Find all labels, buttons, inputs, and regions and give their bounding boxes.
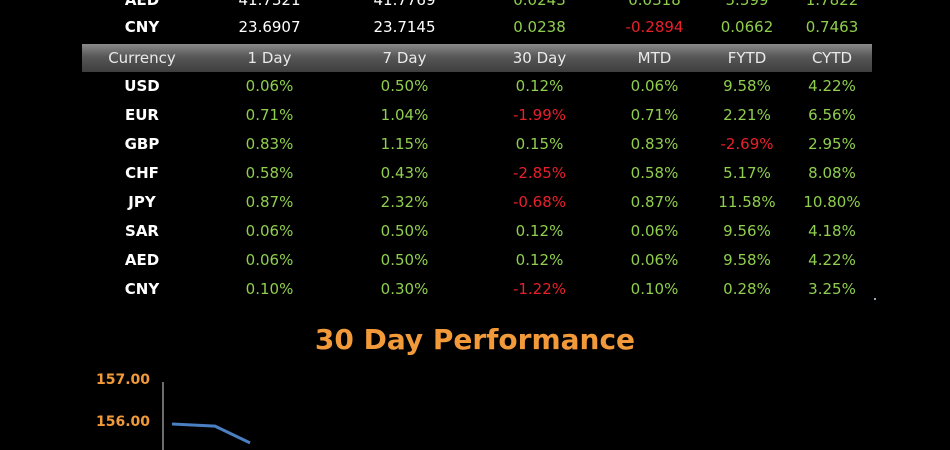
currency-code: AED xyxy=(124,251,160,269)
percent-value: 0.58% xyxy=(245,164,294,182)
percent-value: 11.58% xyxy=(718,193,776,211)
percent-value: 1.15% xyxy=(380,135,429,153)
summary-value: 0.0243 xyxy=(513,0,566,9)
percent-value: 0.58% xyxy=(630,164,679,182)
header-cytd: CYTD xyxy=(811,49,853,67)
percent-value: 0.12% xyxy=(515,222,564,240)
currency-code: SAR xyxy=(125,222,159,240)
percent-value: 0.43% xyxy=(380,164,429,182)
percent-value: 0.71% xyxy=(630,106,679,124)
table-row: CNY 0.10% 0.30% -1.22% 0.10% 0.28% 3.25% xyxy=(82,275,872,303)
table-header: Currency 1 Day 7 Day 30 Day MTD FYTD CYT… xyxy=(82,44,872,72)
percent-value: 0.06% xyxy=(630,222,679,240)
table-row: SAR 0.06% 0.50% 0.12% 0.06% 9.56% 4.18% xyxy=(82,217,872,245)
percent-value: 0.83% xyxy=(630,135,679,153)
series-line xyxy=(171,422,251,445)
header-currency: Currency xyxy=(108,49,176,67)
percent-value: 1.04% xyxy=(380,106,429,124)
summary-value: 1.7822 xyxy=(805,0,859,9)
percent-value: 0.28% xyxy=(723,280,771,298)
decorative-dot xyxy=(874,298,876,300)
percent-value: -0.68% xyxy=(512,193,567,211)
table-row: CHF 0.58% 0.43% -2.85% 0.58% 5.17% 8.08% xyxy=(82,159,872,187)
percent-value: 0.50% xyxy=(380,77,429,95)
percent-value: 2.95% xyxy=(808,135,856,153)
currency-code: EUR xyxy=(125,106,159,124)
percent-value: 0.50% xyxy=(380,251,429,269)
summary-row: AED 41.7321 41.7769 0.0243 0.0318 5.599 1.7822 xyxy=(82,0,872,14)
table-row: JPY 0.87% 2.32% -0.68% 0.87% 11.58% 10.80% xyxy=(82,188,872,216)
percent-value: 0.50% xyxy=(380,222,429,240)
percent-value: 0.06% xyxy=(630,251,679,269)
percent-value: 8.08% xyxy=(808,164,856,182)
summary-value: 41.7321 xyxy=(238,0,301,9)
summary-value: 0.7463 xyxy=(805,18,859,36)
percent-value: 0.87% xyxy=(630,193,679,211)
percent-value: 4.22% xyxy=(808,77,856,95)
percent-value: 0.06% xyxy=(245,222,294,240)
percent-value: 0.06% xyxy=(245,77,294,95)
percent-value: 0.10% xyxy=(245,280,294,298)
summary-value: 23.7145 xyxy=(373,18,436,36)
summary-value: 5.599 xyxy=(725,0,769,9)
percent-value: 0.12% xyxy=(515,77,564,95)
summary-value: 41.7769 xyxy=(373,0,436,9)
percent-value: -1.99% xyxy=(512,106,567,124)
table-row: USD 0.06% 0.50% 0.12% 0.06% 9.58% 4.22% xyxy=(82,72,872,100)
percent-value: 9.58% xyxy=(723,251,771,269)
table-row: GBP 0.83% 1.15% 0.15% 0.83% -2.69% 2.95% xyxy=(82,130,872,158)
chart-title: 30 Day Performance xyxy=(314,323,636,356)
header-1-day: 1 Day xyxy=(247,49,292,67)
percent-value: 0.87% xyxy=(245,193,294,211)
percent-value: -2.69% xyxy=(720,135,774,153)
currency-code: JPY xyxy=(128,193,156,211)
percent-value: 0.06% xyxy=(630,77,679,95)
currency-code: GBP xyxy=(124,135,160,153)
header-7-day: 7 Day xyxy=(382,49,427,67)
percent-value: 0.30% xyxy=(380,280,429,298)
percent-value: 0.12% xyxy=(515,251,564,269)
percent-value: 0.15% xyxy=(515,135,564,153)
percent-value: -2.85% xyxy=(512,164,567,182)
header-mtd: MTD xyxy=(637,49,672,67)
header-fytd: FYTD xyxy=(727,49,767,67)
percent-value: 9.56% xyxy=(723,222,771,240)
currency-code: AED xyxy=(124,0,160,9)
percent-value: 4.18% xyxy=(808,222,856,240)
percent-value: 0.71% xyxy=(245,106,294,124)
y-tick-label: 156.00 xyxy=(95,414,150,430)
currency-code: CHF xyxy=(125,164,159,182)
summary-row: CNY 23.6907 23.7145 0.0238 -0.2894 0.0662 0.74… xyxy=(82,13,872,41)
table-row: AED 0.06% 0.50% 0.12% 0.06% 9.58% 4.22% xyxy=(82,246,872,274)
percent-value: 2.21% xyxy=(723,106,771,124)
summary-value: 0.0318 xyxy=(628,0,681,9)
summary-value: 0.0238 xyxy=(513,18,566,36)
summary-value: -0.2894 xyxy=(625,18,684,36)
summary-value: 23.6907 xyxy=(238,18,301,36)
percent-value: 4.22% xyxy=(808,251,856,269)
percent-value: 0.10% xyxy=(630,280,679,298)
percent-value: -1.22% xyxy=(512,280,567,298)
currency-code: CNY xyxy=(124,280,160,298)
percent-value: 2.32% xyxy=(380,193,429,211)
currency-code: USD xyxy=(124,77,160,95)
header-30-day: 30 Day xyxy=(512,49,567,67)
percent-value: 9.58% xyxy=(723,77,771,95)
percent-value: 0.06% xyxy=(245,251,294,269)
table-row: EUR 0.71% 1.04% -1.99% 0.71% 2.21% 6.56% xyxy=(82,101,872,129)
percent-value: 0.83% xyxy=(245,135,294,153)
currency-code: CNY xyxy=(124,18,160,36)
summary-value: 0.0662 xyxy=(720,18,774,36)
percent-value: 3.25% xyxy=(808,280,856,298)
percent-value: 5.17% xyxy=(723,164,771,182)
percent-value: 10.80% xyxy=(803,193,861,211)
y-tick-label: 157.00 xyxy=(95,372,150,388)
percent-value: 6.56% xyxy=(808,106,856,124)
